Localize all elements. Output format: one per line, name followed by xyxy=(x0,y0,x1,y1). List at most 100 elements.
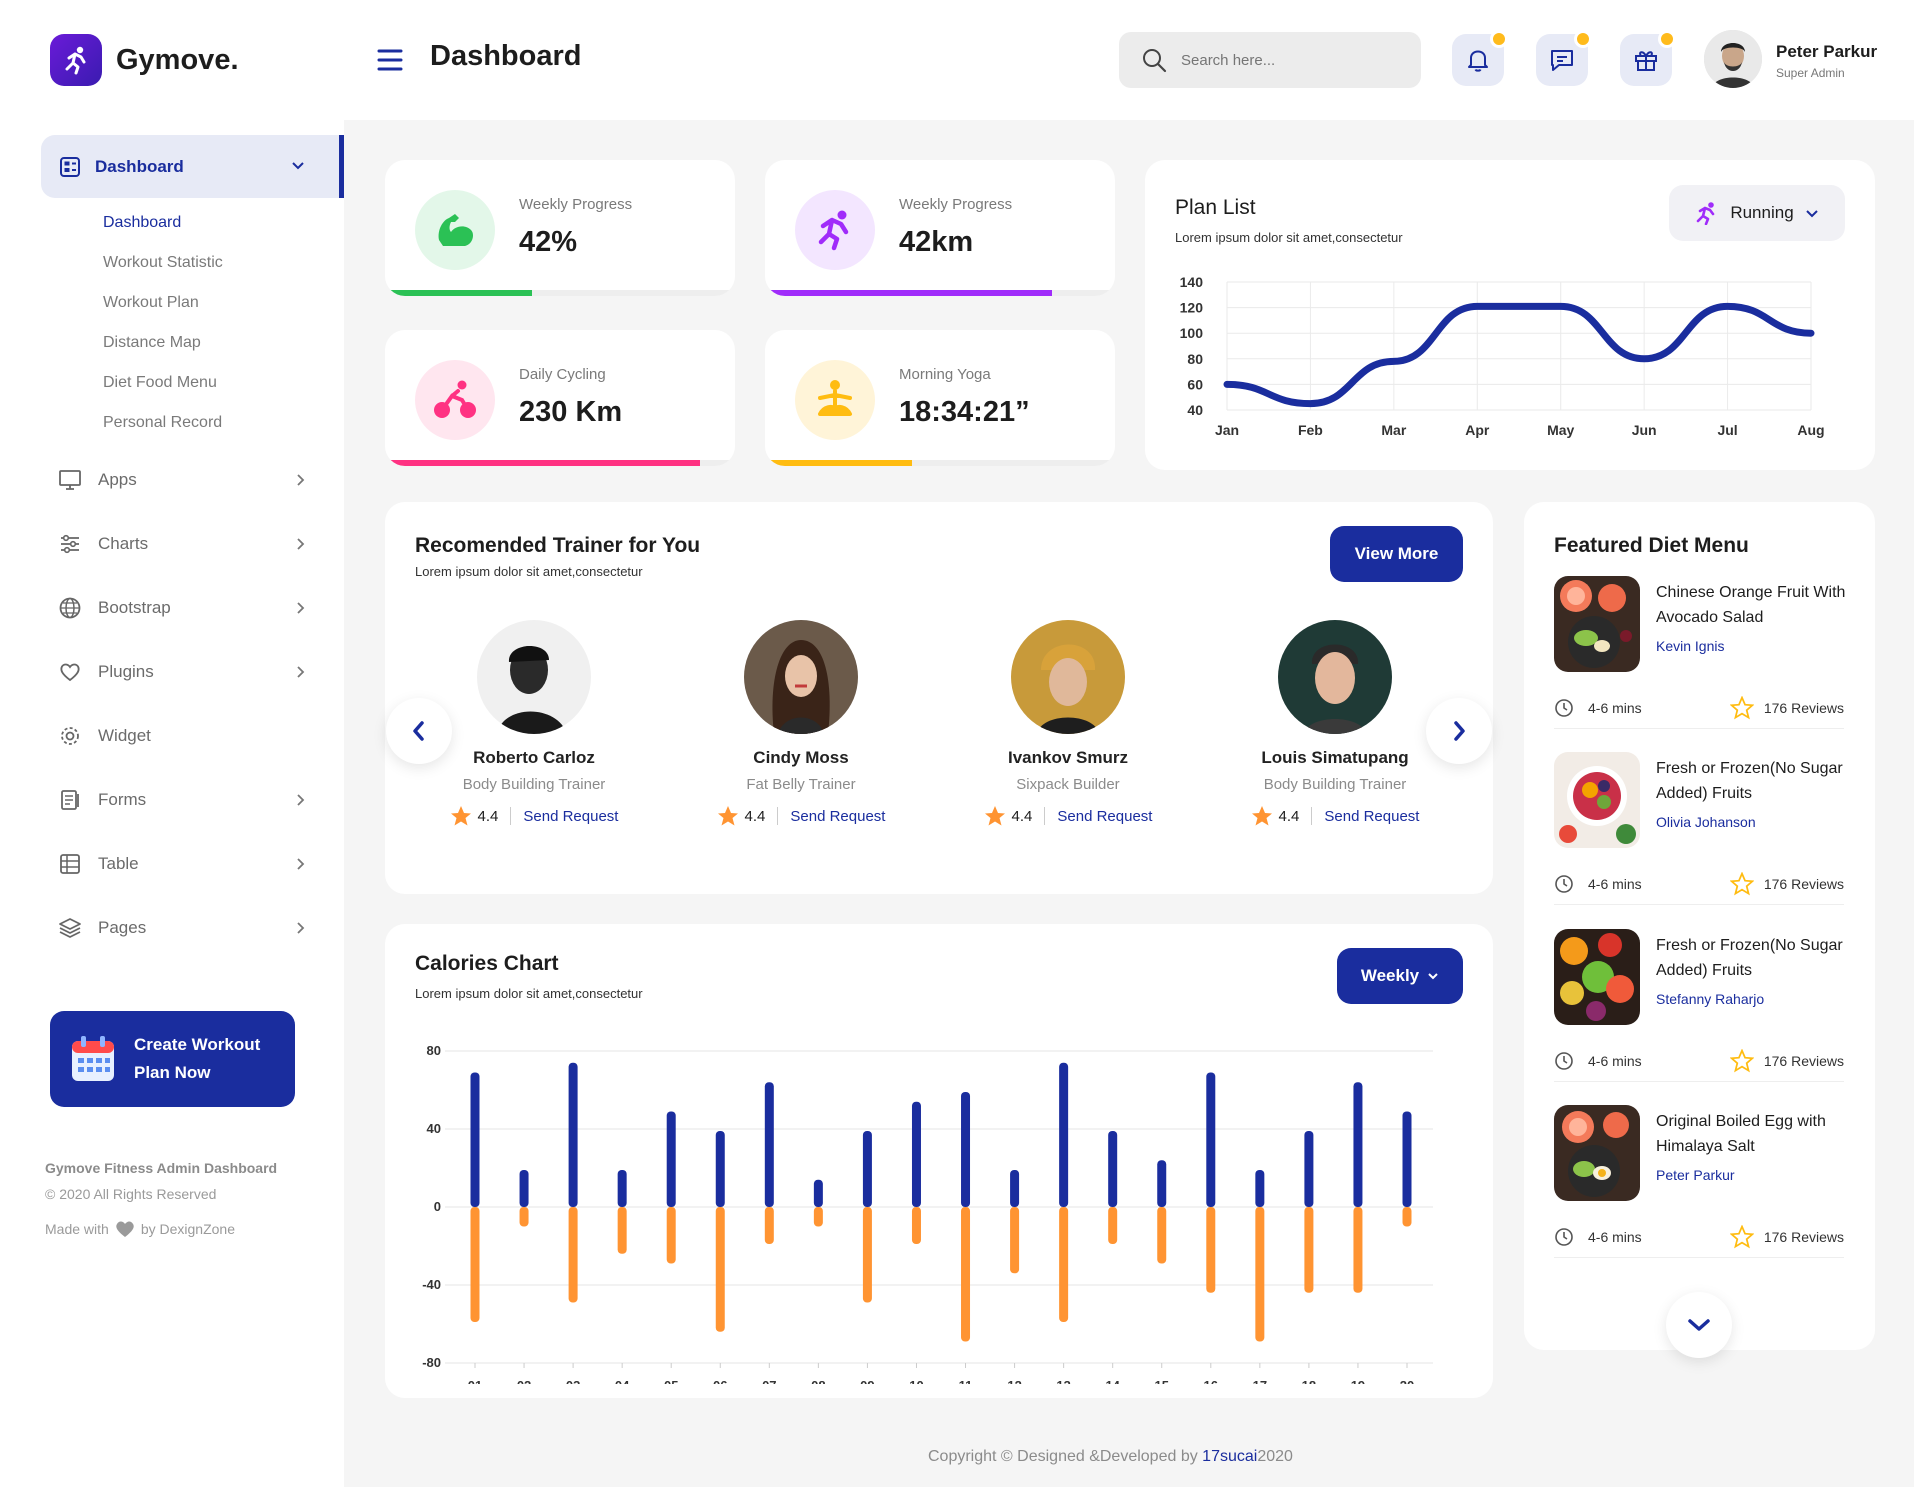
search-input[interactable] xyxy=(1181,51,1381,69)
series-line xyxy=(1223,302,1815,408)
stat-card-daily-cycling[interactable]: Daily Cycling 230 Km xyxy=(385,330,735,466)
notification-button[interactable] xyxy=(1452,30,1508,86)
view-more-button[interactable]: View More xyxy=(1330,526,1463,582)
sidebar-item-forms[interactable]: Forms xyxy=(58,782,308,818)
trainer-avatar xyxy=(1011,620,1125,734)
x-tick-label: 19 xyxy=(1351,1378,1365,1384)
create-workout-plan-button[interactable]: Create Workout Plan Now xyxy=(50,1011,295,1107)
page-title: Dashboard xyxy=(430,40,582,72)
heart-icon xyxy=(116,1221,134,1237)
diet-author[interactable]: Kevin Ignis xyxy=(1656,638,1725,654)
diet-load-more-button[interactable] xyxy=(1666,1292,1732,1358)
y-tick-label: 0 xyxy=(434,1199,441,1214)
y-tick-label: 80 xyxy=(427,1043,441,1058)
diet-meta: 4-6 mins 176 Reviews xyxy=(1554,696,1844,720)
chevron-right-icon xyxy=(297,666,305,678)
sidebar-item-bootstrap[interactable]: Bootstrap xyxy=(58,590,308,626)
diet-author[interactable]: Peter Parkur xyxy=(1656,1167,1735,1183)
bar-positive xyxy=(813,1179,823,1207)
sidebar-item-label: Pages xyxy=(98,918,147,937)
x-tick-label: 03 xyxy=(566,1378,580,1384)
calories-title: Calories Chart xyxy=(415,952,559,975)
x-tick-label: 04 xyxy=(615,1378,630,1384)
send-request-link[interactable]: Send Request xyxy=(790,807,886,825)
progress-track xyxy=(765,460,1115,466)
chevron-right-icon xyxy=(1454,721,1465,741)
trainer-avatar xyxy=(744,620,858,734)
trainer-card[interactable]: Cindy Moss Fat Belly Trainer 4.4 Send Re… xyxy=(681,620,921,827)
x-tick-label: May xyxy=(1547,422,1574,438)
calories-bar-chart: 80 40 0 -40 -80 01 02 03 04 05 06 07 08 09 10 11 12 13 14 1… xyxy=(422,1043,1433,1384)
y-tick-label: 140 xyxy=(1180,274,1204,290)
search-box[interactable] xyxy=(1119,32,1421,88)
stat-card-morning-yoga[interactable]: Morning Yoga 18:34:21” xyxy=(765,330,1115,466)
diet-name: Original Boiled Egg with Himalaya Salt xyxy=(1656,1113,1826,1155)
submenu-personal-record[interactable]: Personal Record xyxy=(103,414,223,431)
sidebar-item-apps[interactable]: Apps xyxy=(58,462,308,498)
x-tick-label: 17 xyxy=(1253,1378,1267,1384)
diet-meta: 4-6 mins 176 Reviews xyxy=(1554,872,1844,896)
submenu-workout-statistic[interactable]: Workout Statistic xyxy=(103,254,223,271)
sidebar-item-label: Dashboard xyxy=(95,156,184,176)
trainer-avatar xyxy=(477,620,591,734)
trainers-prev-button[interactable] xyxy=(386,698,452,764)
messages-button[interactable] xyxy=(1536,30,1592,86)
send-request-link[interactable]: Send Request xyxy=(523,807,619,825)
calories-period-dropdown[interactable]: Weekly xyxy=(1337,948,1463,1004)
y-tick-label: 60 xyxy=(1187,376,1203,392)
bar-positive xyxy=(568,1062,578,1207)
trainer-card[interactable]: Roberto Carloz Body Building Trainer 4.4… xyxy=(414,620,654,827)
send-request-link[interactable]: Send Request xyxy=(1057,807,1153,825)
chat-icon xyxy=(1551,50,1573,71)
trainer-rating: 4.4 xyxy=(477,807,499,825)
progress-fill xyxy=(765,460,912,466)
period-label: Weekly xyxy=(1360,966,1420,985)
copyright-brand-link[interactable]: 17sucai xyxy=(1202,1448,1258,1465)
diet-author[interactable]: Olivia Johanson xyxy=(1656,814,1756,830)
stat-card-weekly-progress[interactable]: Weekly Progress 42% xyxy=(385,160,735,296)
sidebar: Gymove. Dashboard Dashboard Workout Stat… xyxy=(0,0,344,1487)
star-outline-icon xyxy=(1729,696,1754,720)
plan-type-dropdown[interactable]: Running xyxy=(1669,185,1845,241)
x-tick-label: 12 xyxy=(1007,1378,1021,1384)
recommended-trainers-card: Recomended Trainer for You Lorem ipsum d… xyxy=(385,502,1493,894)
diet-meta: 4-6 mins 176 Reviews xyxy=(1554,1049,1844,1073)
hamburger-menu-icon[interactable] xyxy=(377,48,403,72)
sidebar-item-pages[interactable]: Pages xyxy=(58,910,308,946)
progress-track xyxy=(765,290,1115,296)
submenu-distance-map[interactable]: Distance Map xyxy=(103,334,201,351)
copyright-year: 2020 xyxy=(1257,1448,1293,1465)
submenu-diet-food-menu[interactable]: Diet Food Menu xyxy=(103,374,217,391)
star-outline-icon xyxy=(1729,1225,1754,1249)
trainer-card[interactable]: Louis Simatupang Body Building Trainer 4… xyxy=(1215,620,1455,827)
bar-positive xyxy=(1010,1169,1020,1207)
x-tick-label: Jul xyxy=(1717,422,1737,438)
send-request-link[interactable]: Send Request xyxy=(1324,807,1420,825)
clock-icon xyxy=(1555,699,1573,717)
sidebar-item-widget[interactable]: Widget xyxy=(58,718,308,754)
bar-negative xyxy=(764,1207,774,1245)
sidebar-item-label: Charts xyxy=(98,534,149,553)
sidebar-item-dashboard[interactable]: Dashboard xyxy=(41,135,344,198)
bar-negative xyxy=(911,1207,921,1245)
trainers-next-button[interactable] xyxy=(1426,698,1492,764)
diet-reviews: 176 Reviews xyxy=(1763,1053,1844,1069)
bar-negative xyxy=(862,1207,872,1303)
submenu-dashboard[interactable]: Dashboard xyxy=(103,214,182,231)
trainer-card[interactable]: Ivankov Smurz Sixpack Builder 4.4 Send R… xyxy=(948,620,1188,827)
sidebar-item-label: Bootstrap xyxy=(98,598,171,617)
bar-positive xyxy=(764,1082,774,1207)
x-tick-label: 15 xyxy=(1155,1378,1169,1384)
brand-logo[interactable]: Gymove. xyxy=(50,34,239,86)
sidebar-item-plugins[interactable]: Plugins xyxy=(58,654,308,690)
stat-card-weekly-distance[interactable]: Weekly Progress 42km xyxy=(765,160,1115,296)
sidebar-item-charts[interactable]: Charts xyxy=(58,526,308,562)
submenu-workout-plan[interactable]: Workout Plan xyxy=(103,294,199,311)
chevron-down-icon xyxy=(1805,210,1818,218)
user-avatar[interactable] xyxy=(1704,30,1762,88)
diet-author[interactable]: Stefanny Raharjo xyxy=(1656,991,1765,1007)
sidebar-item-table[interactable]: Table xyxy=(58,846,308,882)
gift-button[interactable] xyxy=(1620,30,1676,86)
bar-negative xyxy=(1108,1207,1118,1245)
diet-name: Fresh or Frozen(No Sugar Added) Fruits xyxy=(1656,937,1843,979)
